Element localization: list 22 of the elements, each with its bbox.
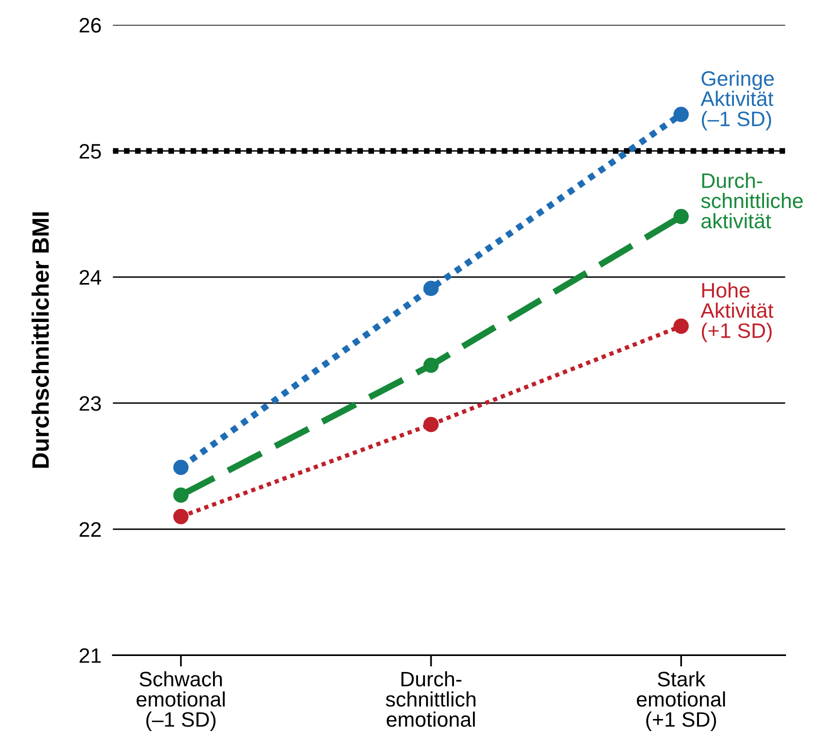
y-tick-label: 22 (80, 522, 101, 537)
y-tick-label: 25 (80, 144, 101, 159)
series-label: Durch- schnittliche aktivität (701, 172, 803, 228)
series-label: Geringe Aktivität (–1 SD) (700, 70, 774, 130)
point (673, 208, 689, 224)
x-tick-label: Stark emotional (+1 SD) (636, 671, 725, 731)
point (673, 318, 689, 334)
point (173, 487, 189, 503)
x-tick-label: Durch- schnittlich emotional (386, 671, 476, 727)
point (173, 508, 189, 524)
y-tick-label: 23 (80, 396, 101, 411)
point (423, 358, 439, 373)
y-tick-label: 24 (80, 270, 102, 285)
point (673, 106, 689, 122)
y-axis-title: Durchschnittlicher BMI (32, 212, 49, 468)
point (173, 460, 189, 476)
series-label: Hohe Aktivität (+1 SD) (700, 282, 774, 342)
y-tick-label: 26 (80, 18, 101, 33)
x-tick-label: Schwach emotional (–1 SD) (136, 671, 225, 731)
y-tick-label: 21 (80, 648, 101, 663)
point (423, 280, 439, 296)
point (423, 416, 439, 432)
